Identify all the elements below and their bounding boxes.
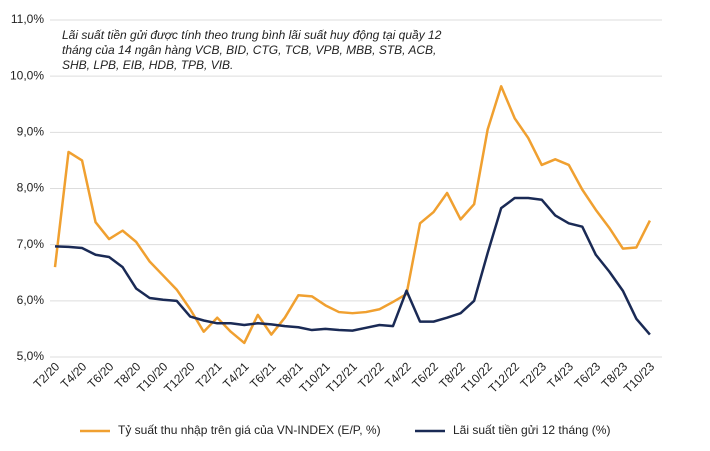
legend-label: Lãi suất tiền gửi 12 tháng (%)	[453, 423, 610, 437]
annotation: tháng của 14 ngân hàng VCB, BID, CTG, TC…	[62, 43, 436, 57]
y-tick-label: 7,0%	[17, 237, 45, 251]
annotation: Lãi suất tiền gửi được tính theo trung b…	[62, 28, 442, 42]
series-line	[53, 85, 651, 345]
series-line	[54, 196, 651, 336]
y-tick-label: 11,0%	[11, 12, 44, 26]
y-tick-label: 10,0%	[10, 68, 44, 82]
legend-label: Tỷ suất thu nhập trên giá của VN-INDEX (…	[118, 423, 381, 437]
annotation: SHB, LPB, EIB, HDB, TPB, VIB.	[62, 58, 233, 72]
y-tick-label: 6,0%	[17, 293, 45, 307]
y-tick-label: 9,0%	[17, 125, 45, 139]
y-tick-label: 5,0%	[17, 349, 45, 363]
y-tick-label: 8,0%	[17, 181, 45, 195]
